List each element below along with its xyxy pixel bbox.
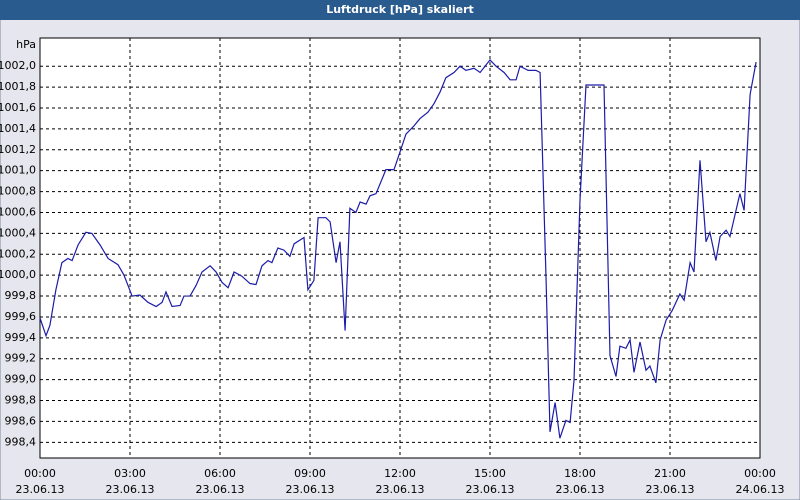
y-tick-label: 1001,2 (0, 143, 36, 156)
data-line (39, 59, 757, 439)
x-tick-label: 12:00 (384, 467, 416, 480)
chart-title: Luftdruck [hPa] skaliert (326, 3, 474, 16)
x-tick-label: 21:00 (654, 467, 686, 480)
y-tick-label: 998,4 (5, 435, 37, 448)
y-tick-label: 1002,0 (0, 59, 36, 72)
y-tick-label: 998,8 (5, 394, 37, 407)
x-tick-label: 03:00 (114, 467, 146, 480)
y-axis-unit: hPa (16, 38, 36, 51)
x-tick-date: 23.06.13 (466, 483, 515, 496)
y-tick-label: 1001,6 (0, 101, 36, 114)
y-tick-label: 1001,4 (0, 122, 36, 135)
x-tick-label: 00:00 (744, 467, 776, 480)
y-tick-label: 1001,8 (0, 80, 36, 93)
y-tick-label: 999,4 (5, 331, 37, 344)
x-tick-date: 23.06.13 (196, 483, 245, 496)
x-tick-date: 23.06.13 (556, 483, 605, 496)
x-tick-date: 23.06.13 (16, 483, 65, 496)
y-tick-label: 999,0 (5, 373, 37, 386)
x-tick-date: 23.06.13 (646, 483, 695, 496)
y-tick-label: 999,2 (5, 352, 37, 365)
y-tick-label: 998,6 (5, 414, 37, 427)
x-tick-date: 23.06.13 (286, 483, 335, 496)
y-tick-label: 1000,4 (0, 226, 36, 239)
y-tick-label: 1000,0 (0, 268, 36, 281)
x-tick-date: 24.06.13 (736, 483, 785, 496)
title-bar (0, 0, 800, 20)
y-tick-label: 999,6 (5, 310, 37, 323)
y-tick-label: 1000,6 (0, 205, 36, 218)
y-tick-label: 999,8 (5, 289, 37, 302)
y-tick-label: 1000,8 (0, 185, 36, 198)
x-tick-date: 23.06.13 (376, 483, 425, 496)
x-tick-label: 09:00 (294, 467, 326, 480)
y-tick-label: 1001,0 (0, 164, 36, 177)
x-tick-label: 00:00 (24, 467, 56, 480)
x-tick-label: 06:00 (204, 467, 236, 480)
x-tick-label: 15:00 (474, 467, 506, 480)
x-tick-date: 23.06.13 (106, 483, 155, 496)
x-tick-label: 18:00 (564, 467, 596, 480)
y-tick-label: 1000,2 (0, 247, 36, 260)
